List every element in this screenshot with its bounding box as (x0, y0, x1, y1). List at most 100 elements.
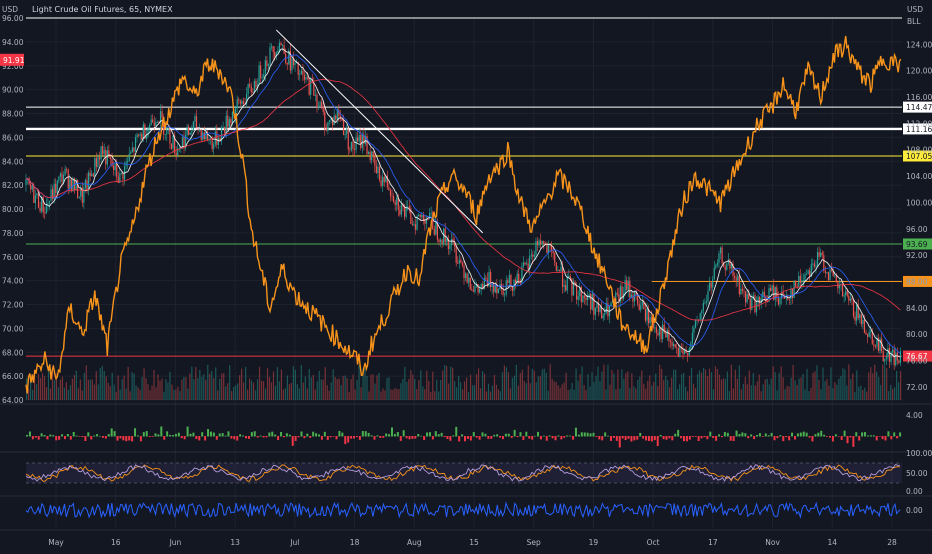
volume-bar (736, 378, 738, 400)
volume-bar (764, 379, 766, 400)
price-badge-label: 91.91 (3, 56, 25, 65)
oscillator-tick-label: 0.00 (906, 506, 923, 515)
candle-body (51, 189, 54, 199)
candle-body (691, 332, 693, 344)
volume-bar (191, 366, 193, 400)
x-axis-tick-label: 28 (887, 538, 897, 547)
candle-body (884, 358, 886, 362)
histogram-bar (78, 436, 81, 437)
histogram-bar (893, 432, 896, 437)
right-unit-sub-label: BLL (907, 17, 921, 26)
volume-bar (720, 379, 723, 400)
volume-bar (559, 387, 561, 400)
histogram-bar (355, 436, 358, 438)
right-axis-tick-label: 100.00 (906, 198, 932, 207)
candle-body (128, 153, 130, 161)
candle-body (744, 291, 747, 303)
candle-body (235, 108, 237, 117)
candle-body (483, 277, 485, 290)
histogram-bar (478, 436, 481, 440)
candle-body (175, 153, 177, 156)
candle-body (751, 298, 753, 310)
overlay-series-line (25, 35, 902, 394)
volume-bar (189, 373, 191, 400)
histogram-bar (750, 434, 753, 437)
volume-bar (101, 366, 103, 400)
candle-body (749, 299, 751, 310)
histogram-bar (399, 436, 402, 441)
candle-body (649, 317, 651, 324)
volume-bar (704, 369, 707, 400)
volume-bar (348, 391, 350, 400)
candle-body (116, 163, 118, 177)
volume-bar (742, 383, 744, 400)
volume-bar (45, 387, 48, 400)
candle-body (766, 301, 769, 303)
histogram-bar (697, 436, 700, 442)
histogram-bar (545, 436, 548, 441)
volume-bar (310, 377, 312, 400)
histogram-bar (367, 432, 370, 437)
volume-bar (489, 391, 492, 400)
histogram-bar (136, 435, 139, 437)
histogram-bar (522, 436, 525, 440)
candle-body (292, 58, 295, 66)
x-axis-tick-label: Sep (527, 538, 541, 547)
volume-bar (814, 371, 816, 400)
candle-body (677, 348, 679, 357)
right-axis-tick-label: 108.00 (906, 146, 932, 155)
candle-body (530, 254, 532, 256)
candle-body (821, 252, 823, 256)
volume-bar (235, 385, 237, 400)
histogram-bar (288, 434, 291, 437)
volume-bar (59, 379, 62, 400)
candle-body (427, 218, 429, 220)
histogram-bar (379, 436, 382, 438)
candle-body (206, 131, 209, 141)
candle-body (422, 214, 424, 220)
candle-body (831, 269, 833, 271)
x-axis-tick-label: Nov (765, 538, 780, 547)
volume-bar (366, 376, 368, 400)
candle-body (724, 267, 726, 270)
candle-body (407, 206, 409, 208)
candle-body (888, 348, 891, 362)
candle-body (762, 291, 764, 299)
candle-body (582, 295, 584, 303)
candle-body (310, 79, 312, 95)
volume-bar (702, 368, 705, 400)
histogram-bar (642, 436, 645, 439)
candle-body (131, 147, 133, 152)
volume-bar (553, 381, 555, 400)
volume-bar (73, 375, 75, 400)
histogram-bar (685, 436, 688, 442)
candle-body (712, 279, 714, 288)
histogram-bar (829, 436, 831, 438)
histogram-bar (250, 432, 253, 437)
x-axis-tick-label: 17 (708, 538, 718, 547)
candle-body (605, 303, 607, 313)
candle-body (635, 291, 637, 295)
trendline[interactable] (275, 29, 484, 234)
volume-bar (629, 388, 631, 400)
volume-bar (33, 375, 36, 400)
volume-bar (211, 370, 213, 400)
candle-body (413, 224, 415, 226)
candle-body (231, 111, 234, 124)
x-axis-tick-label: 15 (469, 538, 479, 547)
candle-body (805, 273, 808, 275)
candle-body (39, 207, 41, 212)
candle-body (848, 295, 850, 301)
right-axis-tick-label: 120.00 (906, 67, 932, 76)
candle-body (405, 206, 407, 217)
volume-bar (900, 371, 902, 400)
candle-body (50, 189, 52, 201)
histogram-bar (119, 436, 122, 439)
histogram-bar (326, 436, 329, 440)
volume-bar (135, 385, 137, 400)
histogram-bar (782, 436, 785, 442)
histogram-bar (601, 436, 604, 441)
candle-body (363, 134, 365, 144)
volume-bar (898, 382, 900, 400)
